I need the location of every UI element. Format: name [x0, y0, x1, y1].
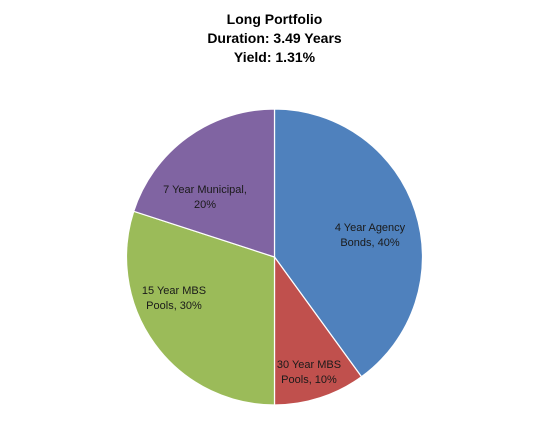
pie-slice-label-line: 30 Year MBS: [277, 359, 341, 371]
pie-slice-label-line: 7 Year Municipal,: [163, 184, 247, 196]
pie-slice-label-line: 4 Year Agency: [335, 222, 406, 234]
chart-subtitle-duration: Duration: 3.49 Years: [207, 30, 342, 46]
pie-slice-2: [273, 255, 363, 406]
pie-slice-label-1: 4 Year Agency Bonds, 40%: [335, 222, 406, 249]
pie-slice-1: [273, 108, 424, 378]
pie-slice-4: [132, 108, 276, 258]
pie-slice-label-line: 15 Year MBS: [142, 285, 206, 297]
pie-slice-label-line: Pools, 10%: [281, 374, 337, 386]
pie-slice-label-2: 30 Year MBS Pools, 10%: [277, 359, 341, 386]
pie-slice-label-line: 20%: [194, 199, 216, 211]
chart-title: Long Portfolio: [226, 11, 323, 27]
pie-slice-3: [125, 210, 276, 406]
pie-slice-label-line: Pools, 30%: [146, 300, 202, 312]
pie-slice-label-4: 7 Year Municipal, 20%: [163, 184, 247, 211]
pie-slice-label-3: 15 Year MBS Pools, 30%: [142, 285, 206, 312]
chart-title-block: Long Portfolio Duration: 3.49 Years Yiel…: [0, 10, 549, 67]
pie-slice-label-line: Bonds, 40%: [340, 237, 400, 249]
chart-subtitle-yield: Yield: 1.31%: [233, 49, 316, 65]
